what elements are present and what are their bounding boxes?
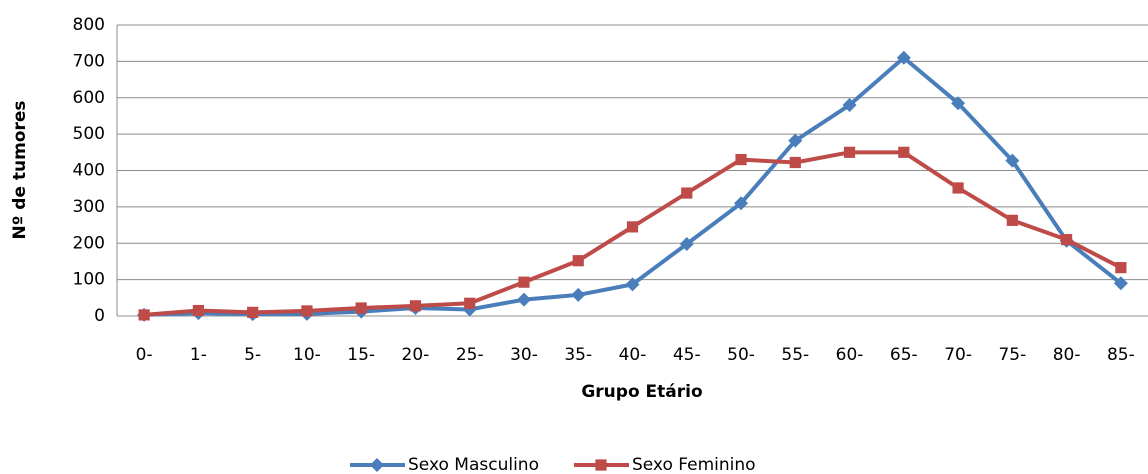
x-tick-label: 20- — [402, 345, 430, 365]
marker — [1005, 153, 1020, 168]
x-tick-label: 85- — [1107, 345, 1135, 365]
marker — [1113, 276, 1128, 291]
marker — [370, 458, 384, 472]
x-tick-label: 50- — [727, 345, 755, 365]
x-tick-label: 45- — [673, 345, 701, 365]
legend-label: Sexo Masculino — [408, 455, 539, 474]
y-tick-label: 800 — [73, 15, 105, 35]
marker — [843, 146, 856, 158]
marker — [301, 305, 313, 317]
marker — [896, 50, 911, 65]
x-tick-label: 70- — [944, 345, 972, 365]
x-tick-label: 10- — [293, 345, 321, 365]
marker — [516, 292, 531, 307]
marker — [681, 187, 693, 199]
y-tick-label: 100 — [73, 270, 105, 290]
marker — [409, 300, 422, 312]
marker — [898, 146, 910, 158]
x-tick-label: 60- — [836, 345, 864, 365]
x-tick-label: 1- — [190, 345, 207, 365]
y-tick-label: 400 — [73, 161, 105, 181]
marker — [1115, 262, 1127, 274]
marker — [192, 304, 204, 317]
marker — [625, 277, 640, 292]
x-tick-label: 15- — [347, 345, 375, 365]
marker — [247, 306, 259, 318]
series-line — [144, 55, 1123, 317]
marker — [952, 182, 964, 194]
marker — [138, 309, 150, 321]
y-tick-label: 0 — [94, 306, 105, 326]
marker — [789, 156, 801, 169]
marker — [1006, 214, 1018, 226]
x-tick-label: 35- — [564, 345, 592, 365]
marker — [788, 133, 803, 148]
y-tick-label: 500 — [73, 124, 105, 144]
marker — [571, 287, 586, 302]
marker — [464, 297, 476, 309]
marker — [951, 96, 966, 111]
x-tick-label: 75- — [998, 345, 1026, 365]
marker — [734, 196, 749, 211]
marker — [679, 236, 694, 251]
marker — [735, 153, 747, 166]
x-tick-label: 25- — [456, 345, 484, 365]
x-tick-label: 40- — [619, 345, 647, 365]
x-tick-label: 65- — [890, 345, 918, 365]
y-tick-label: 700 — [73, 51, 105, 71]
y-tick-label: 600 — [73, 88, 105, 108]
x-tick-label: 80- — [1053, 345, 1081, 365]
marker — [1061, 234, 1073, 246]
legend-label: Sexo Feminino — [632, 455, 756, 474]
y-axis-label: Nº de tumores — [10, 100, 30, 239]
marker — [355, 302, 367, 314]
x-tick-label: 30- — [510, 345, 538, 365]
marker — [842, 98, 857, 113]
marker — [595, 459, 607, 471]
x-tick-label: 0- — [136, 345, 153, 365]
marker — [572, 255, 584, 267]
marker — [518, 276, 530, 288]
x-tick-label: 55- — [781, 345, 809, 365]
y-tick-label: 300 — [73, 197, 105, 217]
y-tick-label: 200 — [73, 233, 105, 253]
x-axis-label: Grupo Etário — [581, 382, 702, 402]
x-tick-label: 5- — [244, 345, 261, 365]
marker — [626, 221, 639, 233]
